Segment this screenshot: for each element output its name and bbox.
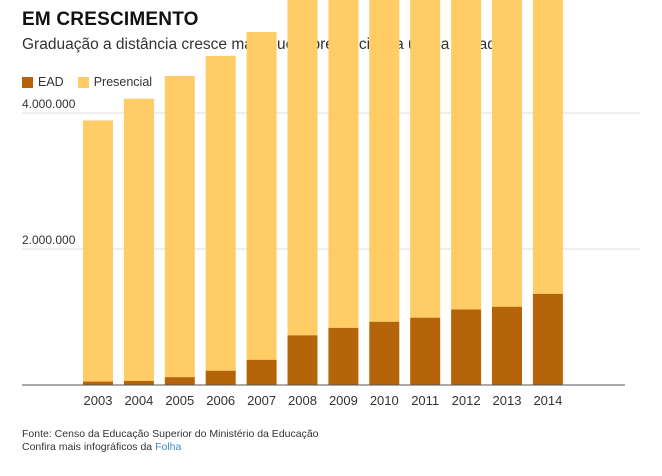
legend-label-presencial: Presencial — [93, 75, 153, 89]
bar-ead — [164, 377, 195, 385]
more-prefix: Confira mais infográficos da — [22, 441, 156, 453]
bar-ead — [451, 309, 482, 385]
bar-presencial — [287, 0, 318, 336]
bar-presencial — [205, 55, 236, 371]
x-tick-label: 2003 — [84, 393, 113, 408]
more-infographics: Confira mais infográficos da Folha — [22, 441, 319, 454]
bar-ead — [83, 381, 113, 385]
bar-presencial — [83, 120, 113, 382]
x-tick-label: 2006 — [206, 393, 235, 408]
bar-ead — [369, 321, 400, 385]
legend-swatch-presencial — [77, 76, 89, 88]
bar-presencial — [410, 0, 441, 318]
bar-presencial — [123, 98, 154, 381]
bar-ead — [123, 380, 154, 385]
x-tick-label: 2013 — [493, 393, 522, 408]
legend-item-ead: EAD — [22, 75, 64, 89]
bar-presencial — [532, 0, 563, 294]
legend: EAD Presencial — [22, 75, 166, 89]
source-note: Fonte: Censo da Educação Superior do Min… — [22, 428, 319, 440]
x-tick-label: 2011 — [411, 393, 439, 408]
bar-ead — [410, 317, 441, 385]
x-tick-label: 2012 — [452, 393, 481, 408]
bar-presencial — [246, 32, 277, 360]
x-tick-label: 2010 — [370, 393, 399, 408]
x-tick-label: 2007 — [247, 393, 276, 408]
bar-ead — [246, 359, 277, 385]
x-tick-label: 2005 — [165, 393, 194, 408]
bar-ead — [287, 335, 318, 385]
bar-ead — [532, 293, 563, 385]
bar-ead — [205, 370, 236, 385]
bar-presencial — [164, 75, 195, 378]
bar-presencial — [328, 0, 359, 328]
legend-label-ead: EAD — [38, 75, 64, 89]
footer: Fonte: Censo da Educação Superior do Min… — [22, 428, 319, 454]
legend-swatch-ead — [22, 76, 33, 88]
bar-presencial — [369, 0, 400, 322]
x-tick-label: 2009 — [329, 393, 358, 408]
chart-title: EM CRESCIMENTO — [22, 9, 199, 30]
y-tick-label: 2.000.000 — [22, 233, 76, 247]
x-tick-label: 2008 — [288, 393, 317, 408]
x-tick-label: 2014 — [533, 393, 562, 408]
bar-presencial — [492, 0, 522, 307]
legend-item-presencial: Presencial — [77, 75, 153, 89]
x-tick-label: 2004 — [124, 393, 153, 408]
bar-ead — [328, 327, 359, 385]
bar-presencial — [451, 0, 482, 310]
y-tick-label: 4.000.000 — [22, 97, 76, 111]
bar-ead — [492, 306, 522, 385]
folha-link[interactable]: Folha — [155, 441, 182, 453]
